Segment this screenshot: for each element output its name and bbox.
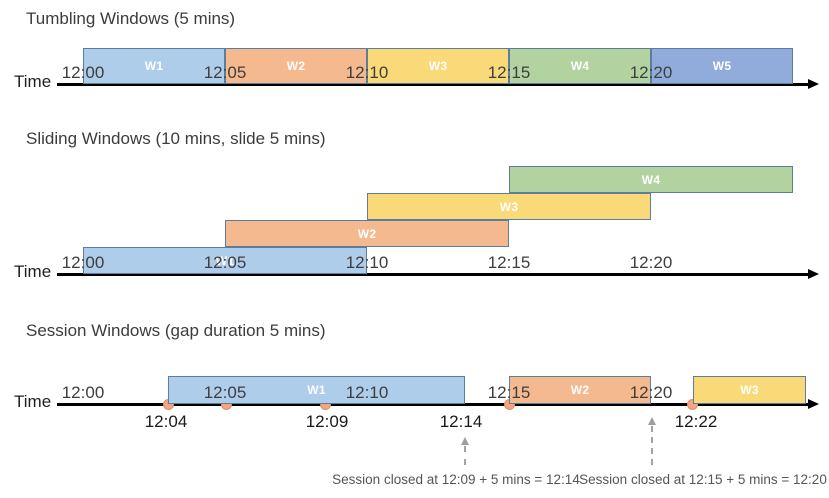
window-box-tumbling-w1: W1: [83, 48, 225, 84]
tick-label-session-1: 12:05: [203, 383, 247, 402]
callout-arrow-line-session-1: [651, 426, 653, 465]
time-axis-sliding: [57, 273, 810, 276]
tick-label-sliding-1: 12:05: [203, 253, 247, 272]
tick-label-sliding-4: 12:20: [629, 253, 673, 272]
window-label-tumbling-w2: W2: [286, 59, 306, 73]
section-title-session: Session Windows (gap duration 5 mins): [26, 321, 326, 340]
tick-label-sliding-2: 12:10: [345, 253, 389, 272]
window-box-tumbling-w5: W5: [651, 48, 793, 84]
callout-arrow-icon-session-1: [647, 417, 656, 425]
window-label-tumbling-w3: W3: [428, 59, 448, 73]
window-box-session-w1: W1: [168, 376, 465, 404]
section-title-sliding: Sliding Windows (10 mins, slide 5 mins): [26, 129, 326, 148]
event-label-session-0: 12:04: [144, 412, 188, 431]
tick-label-session-2: 12:10: [345, 383, 389, 402]
window-label-sliding-w2: W2: [357, 226, 377, 241]
window-box-tumbling-w4: W4: [509, 48, 651, 84]
event-label-session-2: 12:14: [439, 412, 483, 431]
tick-label-session-0: 12:00: [61, 383, 105, 402]
tick-label-tumbling-0: 12:00: [61, 63, 105, 82]
time-axis-session: [57, 403, 810, 406]
time-axis-tumbling: [57, 83, 810, 86]
callout-text-session-1: Session closed at 12:15 + 5 mins = 12:20: [579, 472, 827, 487]
window-label-tumbling-w1: W1: [144, 59, 164, 73]
window-box-sliding-w4: W4: [509, 166, 793, 193]
window-label-session-w2: W2: [570, 383, 590, 397]
event-dot-session-4: [686, 398, 698, 410]
window-label-sliding-w1: W1: [215, 253, 235, 268]
tick-label-sliding-3: 12:15: [487, 253, 531, 272]
tick-label-session-3: 12:15: [487, 383, 531, 402]
window-box-sliding-w3: W3: [367, 193, 651, 220]
time-axis-caption-session: Time: [14, 392, 52, 411]
time-axis-arrow-icon-session: [808, 398, 819, 409]
tick-label-tumbling-1: 12:05: [203, 63, 247, 82]
window-label-sliding-w3: W3: [499, 199, 519, 214]
window-label-session-w1: W1: [307, 383, 326, 397]
window-label-sliding-w4: W4: [641, 172, 661, 187]
tick-label-sliding-0: 12:00: [61, 253, 105, 272]
callout-text-session-0: Session closed at 12:09 + 5 mins = 12:14: [332, 472, 580, 487]
event-label-session-3: 12:22: [674, 412, 718, 431]
time-axis-arrow-icon-sliding: [808, 268, 819, 279]
window-box-session-w3: W3: [693, 376, 806, 404]
window-box-session-w2: W2: [509, 376, 651, 404]
window-box-sliding-w1: W1: [83, 247, 367, 274]
event-label-session-1: 12:09: [305, 412, 349, 431]
tick-label-session-4: 12:20: [629, 383, 673, 402]
window-label-tumbling-w5: W5: [712, 59, 732, 73]
window-label-session-w3: W3: [740, 383, 759, 397]
tick-label-tumbling-3: 12:15: [487, 63, 531, 82]
window-box-tumbling-w3: W3: [367, 48, 509, 84]
window-box-sliding-w2: W2: [225, 220, 509, 247]
callout-arrow-line-session-0: [464, 446, 466, 465]
time-axis-arrow-icon-tumbling: [808, 78, 819, 89]
window-box-tumbling-w2: W2: [225, 48, 367, 84]
callout-arrow-icon-session-0: [460, 437, 469, 445]
tick-label-tumbling-4: 12:20: [629, 63, 673, 82]
time-axis-caption-tumbling: Time: [14, 72, 52, 91]
time-axis-caption-sliding: Time: [14, 262, 52, 281]
section-title-tumbling: Tumbling Windows (5 mins): [26, 9, 236, 28]
window-label-tumbling-w4: W4: [570, 59, 590, 73]
tick-label-tumbling-2: 12:10: [345, 63, 389, 82]
